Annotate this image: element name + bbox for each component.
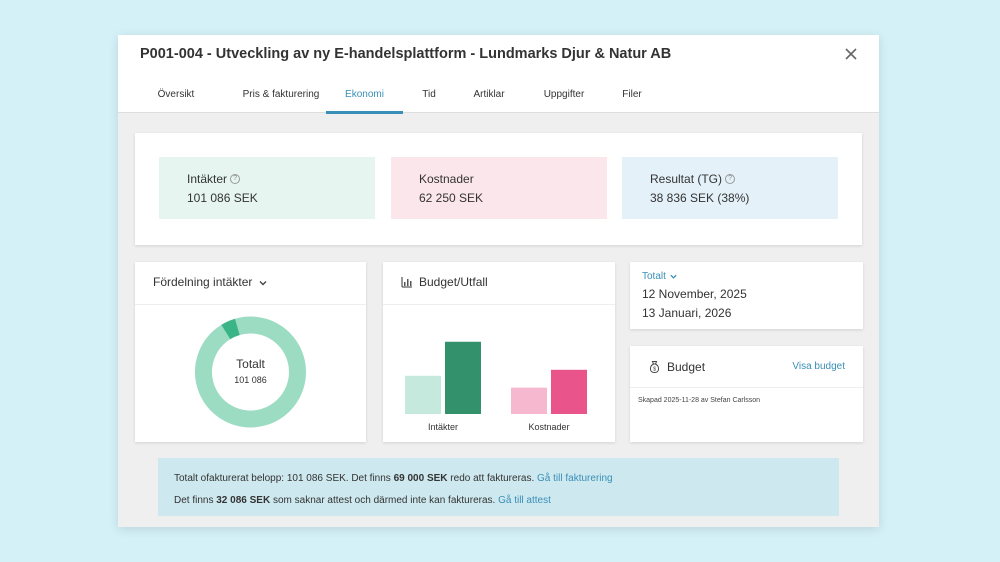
distribution-title[interactable]: Fördelning intäkter [153,275,253,289]
kpi-costs-value: 62 250 SEK [419,191,484,205]
close-button[interactable] [843,46,859,62]
kpi-result-value: 38 836 SEK (38%) [650,191,750,205]
distribution-card: Fördelning intäkter Totalt 101 086 [135,262,366,442]
budget-created-text: Skapad 2025-11-28 av Stefan Carlsson [638,397,761,404]
donut-center-label: Totalt [236,357,265,371]
help-icon[interactable]: ? [725,174,736,184]
go-to-invoicing-link[interactable]: Gå till fakturering [537,473,613,484]
budget-chart-title: Budget/Utfall [419,275,488,289]
tab-bar: Översikt Pris & fakturering Ekonomi Tid … [118,77,879,114]
budget-bar-chart: Intäkter Kostnader [405,341,587,432]
close-icon[interactable] [843,46,859,62]
help-icon[interactable]: ? [230,174,241,184]
notice-text: Det finns [174,495,217,506]
period-start: 12 November, 2025 [642,287,747,301]
chevron-down-icon[interactable] [258,278,268,288]
category-label: Kostnader [528,422,569,432]
show-budget-link[interactable]: Visa budget [792,361,845,372]
period-end: 13 Januari, 2026 [642,306,732,320]
donut-chart: Totalt 101 086 [192,314,308,430]
kpi-costs: Kostnader 62 250 SEK [391,157,607,219]
modal-header: P001-004 - Utveckling av ny E-handelspla… [118,35,879,114]
kpi-result-label: Resultat (TG) [650,172,723,186]
budget-card-title: Budget [667,359,706,374]
tab-filer[interactable]: Filer [622,89,642,100]
budget-chart-card: Budget/Utfall Intäkter Kostnader [383,262,615,442]
donut-center-value: 101 086 [234,375,267,385]
svg-text:$: $ [653,366,656,372]
notice-text: som saknar attest och därmed inte kan fa… [270,495,499,506]
tab-uppgifter[interactable]: Uppgifter [543,89,585,100]
bar-1-1[interactable] [551,369,587,414]
notice-line-1: Totalt ofakturerat belopp: 101 086 SEK. … [174,468,839,490]
bar-chart-icon [401,277,412,288]
budget-chart-header: Budget/Utfall [383,262,615,305]
go-to-attest-link[interactable]: Gå till attest [498,495,551,506]
donut-slice-1[interactable] [192,314,308,430]
distribution-header[interactable]: Fördelning intäkter [135,262,366,305]
bar-0-0[interactable] [405,375,441,414]
project-modal: P001-004 - Utveckling av ny E-handelspla… [118,35,879,527]
invoice-notice: Totalt ofakturerat belopp: 101 086 SEK. … [158,458,839,516]
kpi-card: Intäkter? 101 086 SEK Kostnader 62 250 S… [135,133,862,245]
period-selector[interactable]: Totalt [642,271,863,282]
modal-title: P001-004 - Utveckling av ny E-handelspla… [140,46,672,62]
notice-text: Totalt ofakturerat belopp: 101 086 SEK. … [174,473,394,484]
notice-text: redo att faktureras. [447,473,538,484]
category-label: Intäkter [428,422,458,432]
period-card: Totalt 12 November, 2025 13 Januari, 202… [630,262,863,329]
tab-tid[interactable]: Tid [422,89,436,100]
budget-card: $ Budget Visa budget Skapad 2025-11-28 a… [630,346,863,442]
tab-ekonomi[interactable]: Ekonomi [326,77,403,114]
kpi-income-label: Intäkter [187,172,228,186]
period-label[interactable]: Totalt [642,271,666,282]
kpi-result: Resultat (TG)? 38 836 SEK (38%) [622,157,838,219]
bar-1-0[interactable] [511,387,547,414]
notice-line-2: Det finns 32 086 SEK som saknar attest o… [174,490,839,512]
tab-artiklar[interactable]: Artiklar [473,89,505,100]
kpi-income: Intäkter? 101 086 SEK [159,157,375,219]
tab-pris-fakturering[interactable]: Pris & fakturering [242,89,320,100]
chevron-down-icon[interactable] [669,272,678,281]
donut-slice-0[interactable] [192,314,308,430]
unattested-amount: 32 086 SEK [216,495,271,506]
money-bag-icon: $ [649,360,660,373]
kpi-costs-label: Kostnader [419,172,474,186]
budget-card-header: $ Budget Visa budget [630,346,863,388]
bar-0-1[interactable] [445,341,481,414]
tab-oversikt[interactable]: Översikt [157,89,195,100]
ready-amount: 69 000 SEK [393,473,448,484]
kpi-income-value: 101 086 SEK [187,191,258,205]
